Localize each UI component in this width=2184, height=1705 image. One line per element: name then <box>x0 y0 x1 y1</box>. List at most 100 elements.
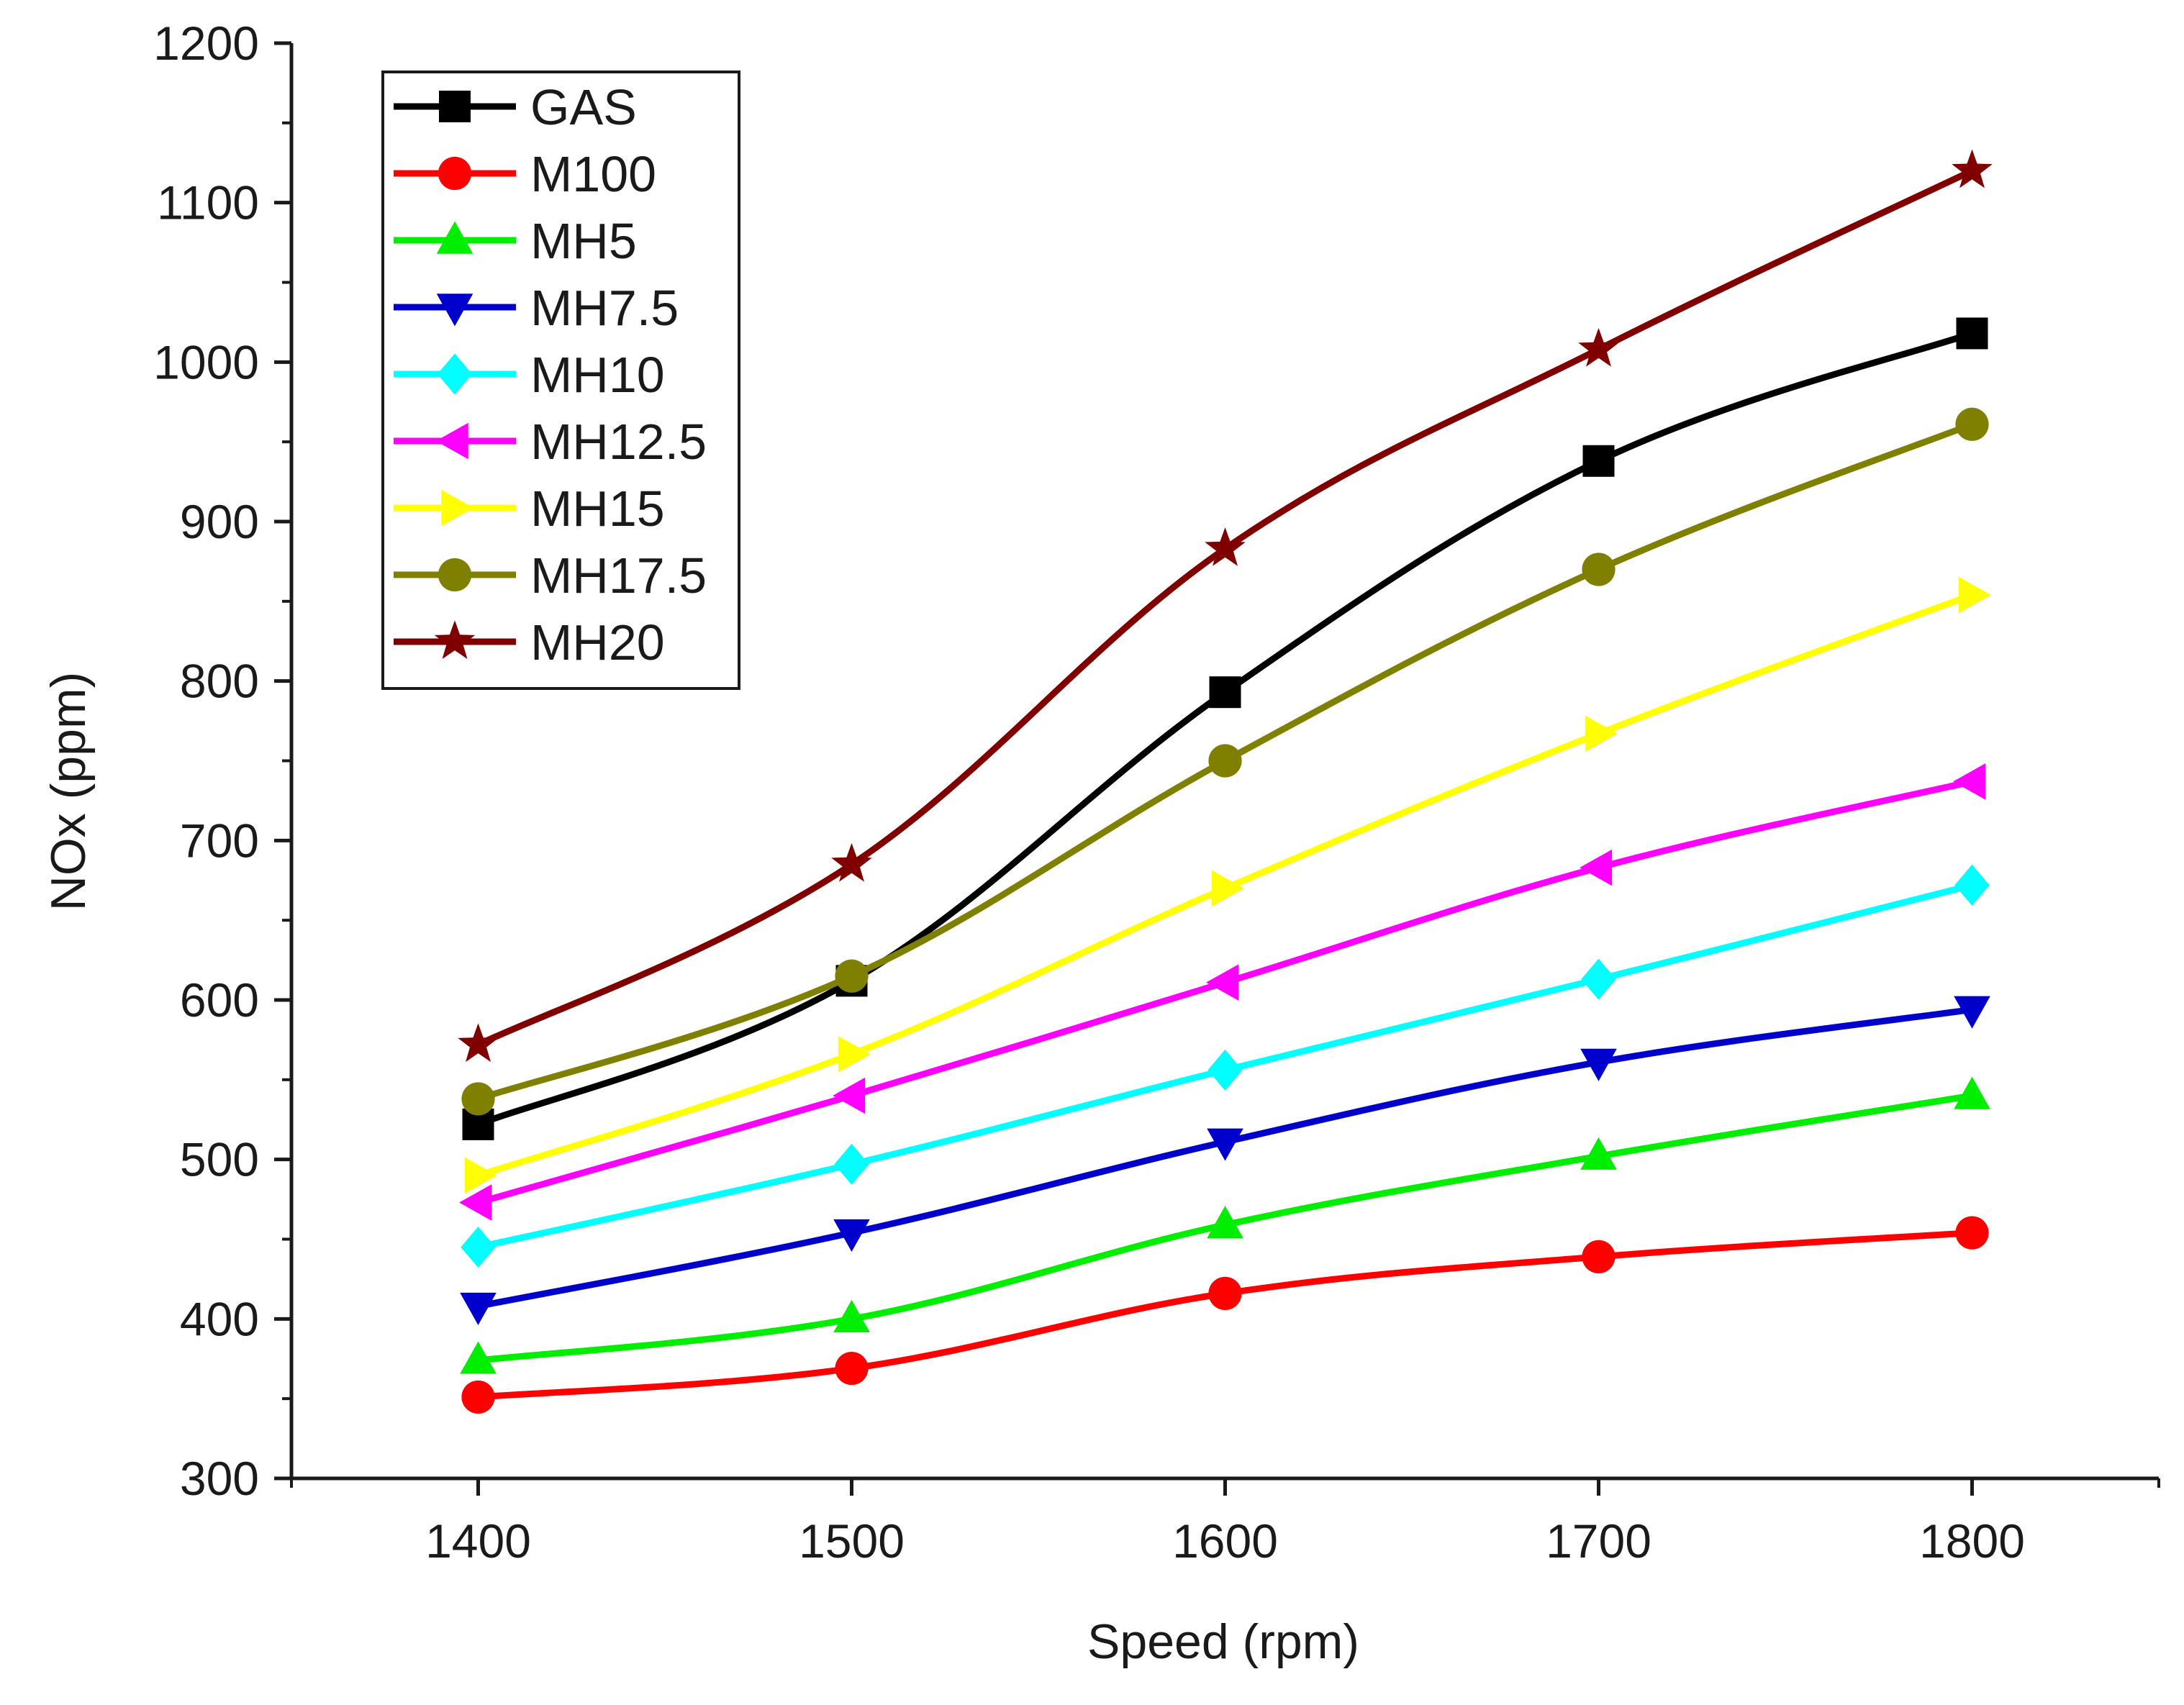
data-point <box>1958 576 1991 614</box>
legend-label: MH12.5 <box>530 414 707 470</box>
x-tick-label: 1800 <box>1919 1514 2025 1568</box>
series-lines <box>458 149 1993 1414</box>
data-point <box>1955 1216 1989 1250</box>
legend-item: GAS <box>394 79 637 135</box>
data-point <box>1585 715 1618 753</box>
data-point <box>459 1184 492 1221</box>
data-point <box>833 1299 870 1333</box>
data-point <box>1578 327 1619 367</box>
x-axis-title: Speed (rpm) <box>1087 1614 1359 1669</box>
series-m100 <box>461 1216 1989 1414</box>
data-point <box>1581 958 1616 1000</box>
legend-label: MH7.5 <box>530 280 679 336</box>
legend-item: MH20 <box>394 614 665 670</box>
x-tick-label: 1400 <box>425 1514 531 1568</box>
y-tick-label: 400 <box>180 1292 259 1345</box>
x-tick-label: 1700 <box>1546 1514 1651 1568</box>
data-point <box>1954 864 1990 906</box>
legend-label: MH17.5 <box>530 547 707 604</box>
y-tick-label: 600 <box>180 973 259 1027</box>
data-point <box>1582 1240 1616 1273</box>
data-point <box>835 959 869 993</box>
y-tick-label: 1100 <box>157 176 259 229</box>
data-point <box>1206 964 1239 1001</box>
data-point <box>1952 149 1993 188</box>
data-point <box>461 1082 495 1116</box>
legend-marker <box>438 558 472 592</box>
legend-label: GAS <box>530 79 637 135</box>
legend-label: MH15 <box>530 481 665 537</box>
data-point <box>464 1157 497 1194</box>
y-tick-label: 500 <box>180 1133 259 1186</box>
data-point <box>1955 407 1989 441</box>
data-point <box>1956 317 1988 350</box>
legend-item: MH15 <box>394 481 665 537</box>
series-mh12-5 <box>459 763 1986 1221</box>
series-mh17-5 <box>461 407 1989 1116</box>
data-point <box>835 1351 869 1386</box>
legend-marker <box>435 422 468 460</box>
data-point <box>1208 744 1242 778</box>
y-tick-label: 300 <box>180 1452 259 1505</box>
legend-marker <box>436 221 473 254</box>
data-point <box>1207 1049 1243 1091</box>
data-point <box>1953 763 1986 800</box>
legend-label: M100 <box>530 146 656 202</box>
data-point <box>458 1023 499 1063</box>
legend-item: MH10 <box>394 347 665 403</box>
series-mh7-5 <box>460 996 1990 1325</box>
series-mh20 <box>458 149 1993 1063</box>
data-point <box>1582 445 1615 477</box>
legend-item: M100 <box>394 146 656 202</box>
y-tick-label: 900 <box>180 495 259 548</box>
data-point <box>833 1219 870 1252</box>
data-point <box>1954 996 1990 1029</box>
axes: 300 400 500 600 700 800 900 1000 1100 1200 1400 150… <box>153 17 2160 1568</box>
legend-item: MH7.5 <box>394 280 679 336</box>
data-point <box>1580 1137 1617 1170</box>
data-point <box>831 842 872 882</box>
legend-marker <box>441 489 474 527</box>
legend-label: MH20 <box>530 614 665 670</box>
series-mh15 <box>464 576 1991 1194</box>
x-tick-label: 1600 <box>1172 1514 1278 1568</box>
data-point <box>460 1292 497 1325</box>
data-point <box>1582 553 1616 586</box>
data-point <box>1580 849 1613 886</box>
data-point <box>834 1143 869 1185</box>
data-point <box>1954 1076 1990 1109</box>
x-tick-label: 1500 <box>799 1514 905 1568</box>
legend-marker <box>438 156 472 191</box>
data-point <box>838 1036 871 1073</box>
data-point <box>460 1341 497 1374</box>
legend-label: MH5 <box>530 213 637 269</box>
y-tick-label: 800 <box>180 655 259 708</box>
data-point <box>1207 1128 1243 1161</box>
legend-marker <box>439 91 471 122</box>
series-gas <box>462 317 1988 1140</box>
data-point <box>1209 676 1241 709</box>
data-point <box>833 1077 866 1114</box>
data-point <box>1208 1276 1242 1310</box>
y-tick-label: 1200 <box>153 17 259 70</box>
legend-label: MH10 <box>530 347 665 403</box>
y-tick-label: 1000 <box>153 335 259 388</box>
data-point <box>1580 1048 1617 1081</box>
legend: GAS M100 MH5 MH7.5 MH10 MH12.5 MH15 MH17.5 MH20 <box>381 71 740 690</box>
data-point <box>461 1226 496 1268</box>
series-mh10 <box>461 864 1990 1268</box>
legend-marker <box>437 353 473 395</box>
y-tick-label: 700 <box>180 814 259 867</box>
series-mh5 <box>460 1076 1990 1374</box>
legend-item: MH17.5 <box>394 547 707 604</box>
legend-marker <box>436 294 473 327</box>
legend-item: MH5 <box>394 213 637 269</box>
data-point <box>1205 527 1246 566</box>
data-point <box>1207 1206 1243 1239</box>
legend-item: MH12.5 <box>394 414 707 470</box>
legend-marker <box>434 620 476 660</box>
data-point <box>1211 870 1244 907</box>
data-point <box>461 1380 495 1414</box>
